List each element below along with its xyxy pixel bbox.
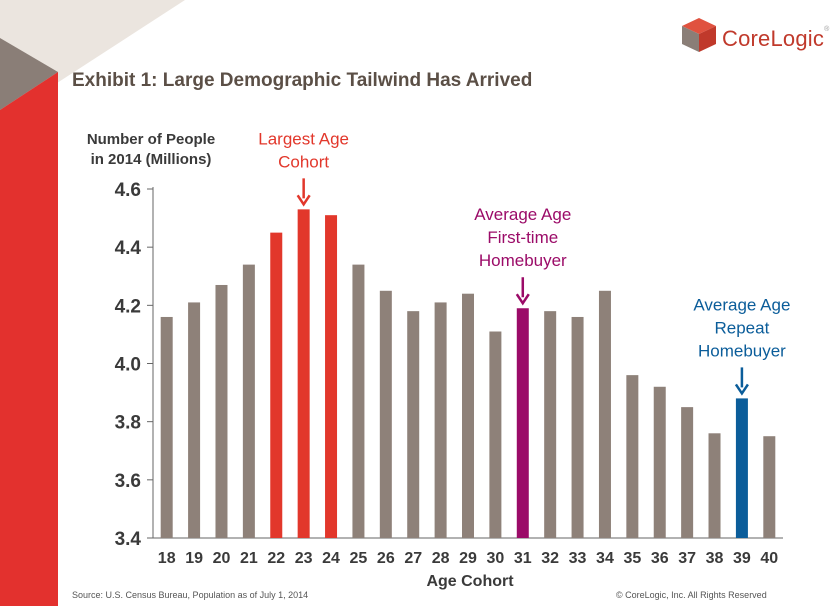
x-tick-label: 22	[267, 550, 285, 567]
annotation-text: First-time	[487, 228, 558, 247]
bar-39	[735, 398, 748, 538]
x-tick-label: 29	[459, 550, 477, 567]
x-tick-label: 20	[213, 550, 231, 567]
x-tick-label: 32	[541, 550, 559, 567]
x-tick-label: 21	[240, 550, 258, 567]
bar-20	[215, 284, 228, 538]
corelogic-logo-icon	[682, 18, 716, 52]
annotation-arrow-head	[296, 194, 311, 207]
bar-24	[325, 215, 338, 539]
y-tick-label: 4.0	[115, 355, 141, 376]
annotation-arrow-head	[734, 383, 749, 396]
x-tick-label: 37	[678, 550, 696, 567]
bar-40	[763, 436, 776, 538]
annotation-text: Repeat	[714, 318, 769, 337]
annotation-arrow-head	[515, 293, 530, 306]
bar-29	[462, 293, 474, 538]
bar-33	[571, 316, 584, 538]
y-tick-label: 3.4	[115, 529, 142, 550]
y-axis-label: Number of People	[87, 131, 215, 148]
annotation-text: Cohort	[278, 152, 329, 171]
bar-18	[160, 316, 173, 538]
copyright-note: © CoreLogic, Inc. All Rights Reserved	[616, 590, 767, 600]
source-note: Source: U.S. Census Bureau, Population a…	[72, 590, 309, 600]
bar-37	[681, 407, 694, 538]
bar-25	[352, 264, 365, 538]
x-tick-label: 40	[760, 550, 778, 567]
bar-19	[188, 302, 201, 538]
x-tick-label: 19	[185, 550, 203, 567]
y-tick-label: 3.8	[115, 413, 141, 434]
annotation-text: Homebuyer	[479, 251, 567, 270]
x-tick-label: 39	[733, 550, 751, 567]
x-tick-label: 35	[623, 550, 641, 567]
x-tick-label: 27	[404, 550, 422, 567]
x-tick-label: 28	[432, 550, 450, 567]
annotation-text: Homebuyer	[698, 341, 786, 360]
bar-22	[270, 232, 283, 538]
bar-32	[544, 311, 557, 538]
bar-27	[407, 311, 420, 538]
bar-35	[626, 375, 639, 538]
bar-26	[379, 290, 392, 538]
bar-30	[489, 331, 502, 538]
annotation-text: Largest Age	[258, 129, 349, 148]
bar-31	[516, 308, 529, 538]
logo-wordmark: CoreLogic®	[722, 26, 830, 51]
bar-28	[434, 302, 447, 538]
corner-decoration	[0, 0, 185, 606]
x-axis-label: Age Cohort	[426, 573, 514, 590]
x-tick-label: 26	[377, 550, 395, 567]
x-tick-label: 25	[350, 550, 368, 567]
x-tick-label: 30	[486, 550, 504, 567]
y-tick-label: 3.6	[115, 471, 141, 492]
annotation-text: Average Age	[693, 295, 790, 314]
y-tick-label: 4.2	[115, 296, 141, 317]
bar-21	[242, 264, 255, 538]
bar-36	[653, 386, 666, 538]
registered-mark: ®	[824, 26, 830, 33]
x-tick-label: 33	[569, 550, 587, 567]
x-tick-label: 24	[322, 550, 340, 567]
y-tick-label: 4.4	[115, 238, 142, 259]
x-tick-label: 38	[706, 550, 724, 567]
decor-gray-band	[0, 38, 58, 110]
y-axis-label: in 2014 (Millions)	[91, 151, 212, 168]
bar-38	[708, 433, 721, 538]
x-tick-label: 34	[596, 550, 614, 567]
annotation-text: Average Age	[474, 205, 571, 224]
x-tick-label: 36	[651, 550, 669, 567]
bar-34	[598, 290, 611, 538]
decor-red-band	[0, 72, 58, 606]
page-title: Exhibit 1: Large Demographic Tailwind Ha…	[72, 70, 533, 91]
bar-23	[297, 209, 310, 538]
x-tick-label: 18	[158, 550, 176, 567]
x-tick-label: 23	[295, 550, 313, 567]
y-tick-label: 4.6	[115, 180, 141, 201]
x-tick-label: 31	[514, 550, 532, 567]
